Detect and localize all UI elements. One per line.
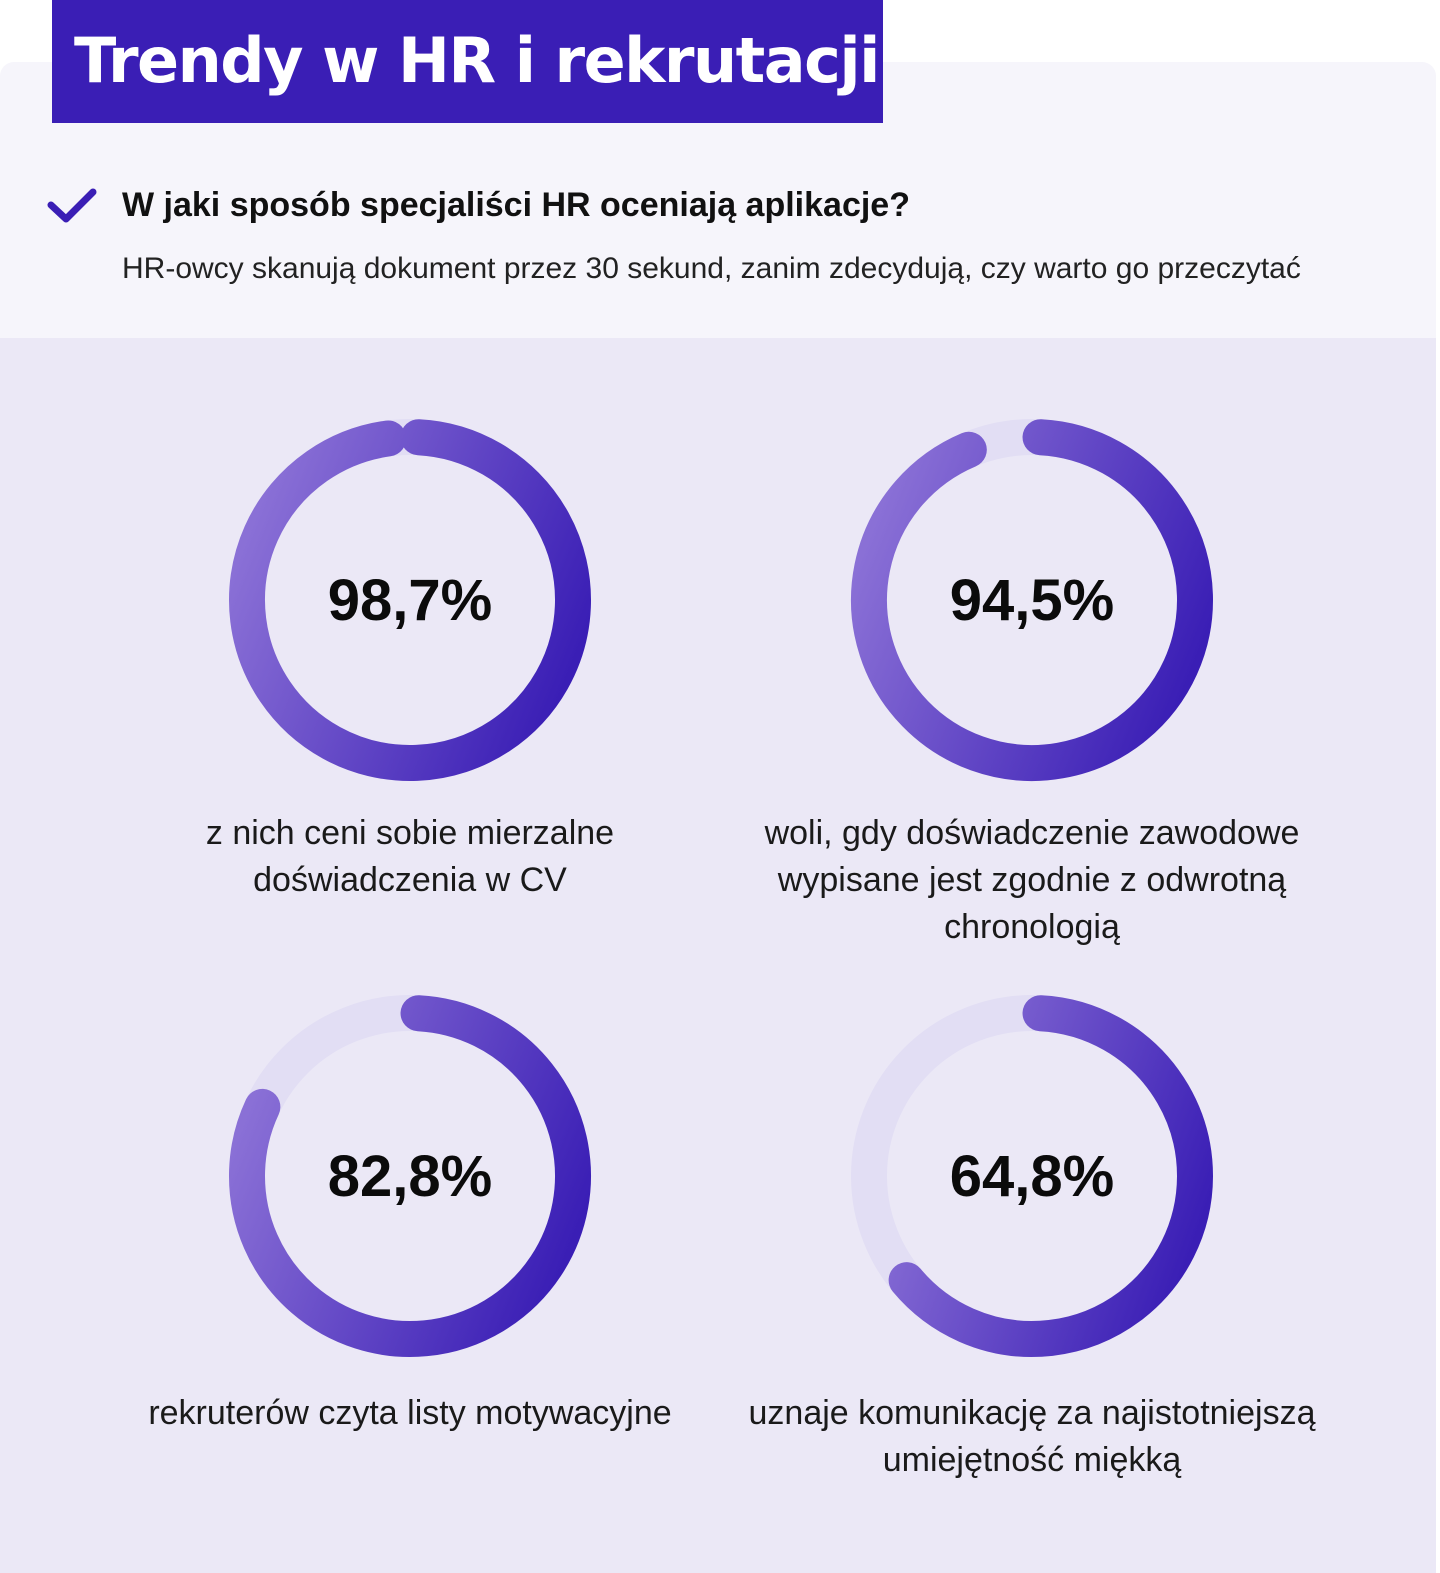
donut-svg-3 [229, 995, 591, 1357]
donut-arc-1 [229, 419, 591, 781]
donut-svg-1 [229, 419, 591, 781]
donut-value-3: 82,8% [327, 1143, 493, 1209]
donut-arc-2 [851, 419, 1213, 781]
page-title: Trendy w HR i rekrutacji [74, 24, 880, 97]
donut-chart-3: 82,8% [220, 986, 600, 1366]
donut-arc-3 [229, 995, 591, 1357]
question-heading: W jaki sposób specjaliści HR oceniają ap… [122, 186, 910, 224]
caption-1: z nich ceni sobie mierzalne doświadczeni… [205, 814, 615, 899]
subtitle-text: HR-owcy skanują dokument przez 30 sekund… [122, 252, 1301, 285]
donut-value-1: 98,7% [327, 567, 493, 633]
donut-value-2: 94,5% [949, 567, 1115, 633]
donut-arc-4 [888, 995, 1213, 1357]
caption-2: woli, gdy doświadczenie zawodowe wypisan… [764, 814, 1300, 946]
title-banner: Trendy w HR i rekrutacji [52, 0, 883, 123]
donut-svg-4 [851, 995, 1213, 1357]
donut-value-4: 64,8% [949, 1143, 1115, 1209]
donut-chart-4: 64,8% [842, 986, 1222, 1366]
caption-3: rekruterów czyta listy motywacyjne [148, 1394, 672, 1432]
caption-4: uznaje komunikację za najistotniejszą um… [748, 1394, 1316, 1479]
check-icon [47, 188, 97, 223]
donut-chart-2: 94,5% [842, 410, 1222, 790]
donut-svg-2 [851, 419, 1213, 781]
donut-chart-1: 98,7% [220, 410, 600, 790]
